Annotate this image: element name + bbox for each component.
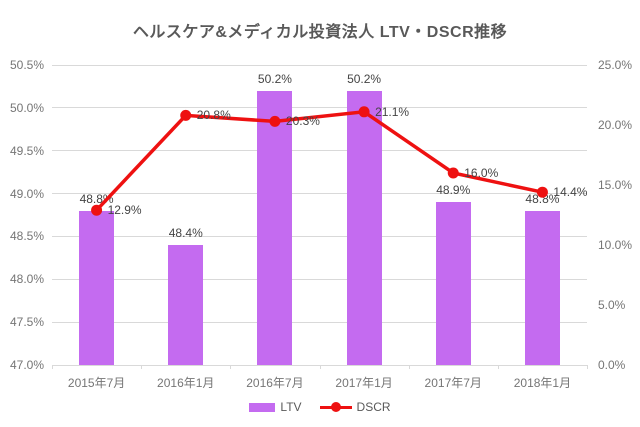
dscr-marker	[269, 115, 281, 127]
ltv-data-label: 48.8%	[525, 191, 560, 206]
x-axis-tick	[408, 365, 410, 369]
dscr-line-swatch-icon	[319, 402, 352, 412]
x-axis-tick	[497, 365, 499, 369]
dscr-marker	[358, 106, 370, 118]
dscr-data-label: 20.8%	[196, 108, 231, 123]
legend-label-ltv: LTV	[280, 400, 302, 414]
dscr-data-label: 20.3%	[285, 114, 320, 129]
x-axis-tick	[141, 365, 143, 369]
ltv-data-label: 48.4%	[168, 226, 203, 240]
ltv-bar	[435, 202, 471, 365]
gridline	[52, 321, 587, 323]
gridline	[52, 107, 587, 109]
dscr-marker	[91, 204, 103, 216]
x-axis-tick	[230, 365, 232, 369]
x-axis-tick	[587, 365, 588, 369]
ltv-bar	[168, 245, 204, 365]
ltv-bar	[257, 90, 293, 365]
left-axis-tick-label: 48.5%	[9, 229, 44, 244]
legend: LTV DSCR	[0, 400, 640, 414]
dscr-line-chart	[91, 106, 548, 216]
chart-title: ヘルスケア&メディカル投資法人 LTV・DSCR推移	[132, 24, 508, 41]
left-axis-tick-label: 50.5%	[9, 58, 44, 72]
ltv-bar	[346, 90, 382, 365]
gridline	[52, 150, 587, 152]
dscr-data-label: 14.4%	[553, 185, 588, 200]
ltv-data-label: 50.2%	[257, 71, 292, 86]
ltv-bar-swatch-icon	[249, 402, 276, 412]
dscr-marker	[447, 167, 459, 179]
gridline	[52, 64, 587, 66]
x-axis-category-label: 2016年7月	[246, 376, 304, 390]
x-axis-category-label: 2017年1月	[335, 376, 393, 390]
left-axis-tick-label: 50.0%	[9, 100, 44, 115]
left-axis-tick-label: 47.0%	[9, 358, 44, 372]
left-axis-tick-label: 48.0%	[9, 272, 44, 287]
right-axis-tick-label: 5.0%	[598, 298, 626, 312]
right-axis-tick-label: 15.0%	[598, 178, 633, 192]
left-axis-tick-label: 47.5%	[9, 315, 44, 330]
dscr-data-label: 16.0%	[464, 166, 499, 180]
x-axis-tick	[52, 365, 53, 369]
ltv-data-label: 50.2%	[347, 71, 382, 86]
legend-label-dscr: DSCR	[356, 400, 391, 414]
right-axis-tick-label: 0.0%	[598, 358, 626, 372]
left-axis-tick-label: 49.0%	[9, 186, 44, 201]
dscr-line	[95, 109, 543, 212]
legend-item-ltv: LTV	[249, 400, 302, 414]
right-axis-tick-label: 25.0%	[598, 58, 633, 72]
x-axis-category-label: 2018年1月	[513, 376, 572, 390]
x-axis-tick	[319, 365, 321, 369]
gridline	[52, 278, 587, 280]
dscr-data-label: 12.9%	[107, 203, 142, 218]
x-axis-category-label: 2016年1月	[157, 376, 215, 390]
ltv-bar	[524, 210, 560, 365]
gridline	[52, 235, 587, 237]
right-axis-tick-label: 20.0%	[598, 118, 633, 132]
gridline	[52, 193, 587, 195]
dscr-data-label: 21.1%	[375, 104, 410, 119]
right-axis-tick-label: 10.0%	[598, 238, 633, 252]
plot-area: 48.8% 48.4% 50.2% 50.2% 48.9% 48.8% 12.9% 20.8%…	[52, 64, 588, 369]
x-axis-category-label: 2017年7月	[424, 376, 482, 390]
x-axis-category-label: 2015年7月	[67, 376, 126, 390]
dscr-marker	[536, 186, 548, 198]
ltv-data-label: 48.9%	[436, 183, 471, 198]
ltv-bar	[79, 210, 115, 365]
legend-item-dscr: DSCR	[319, 400, 391, 414]
left-axis-tick-label: 49.5%	[9, 143, 44, 158]
dscr-marker	[180, 109, 192, 121]
